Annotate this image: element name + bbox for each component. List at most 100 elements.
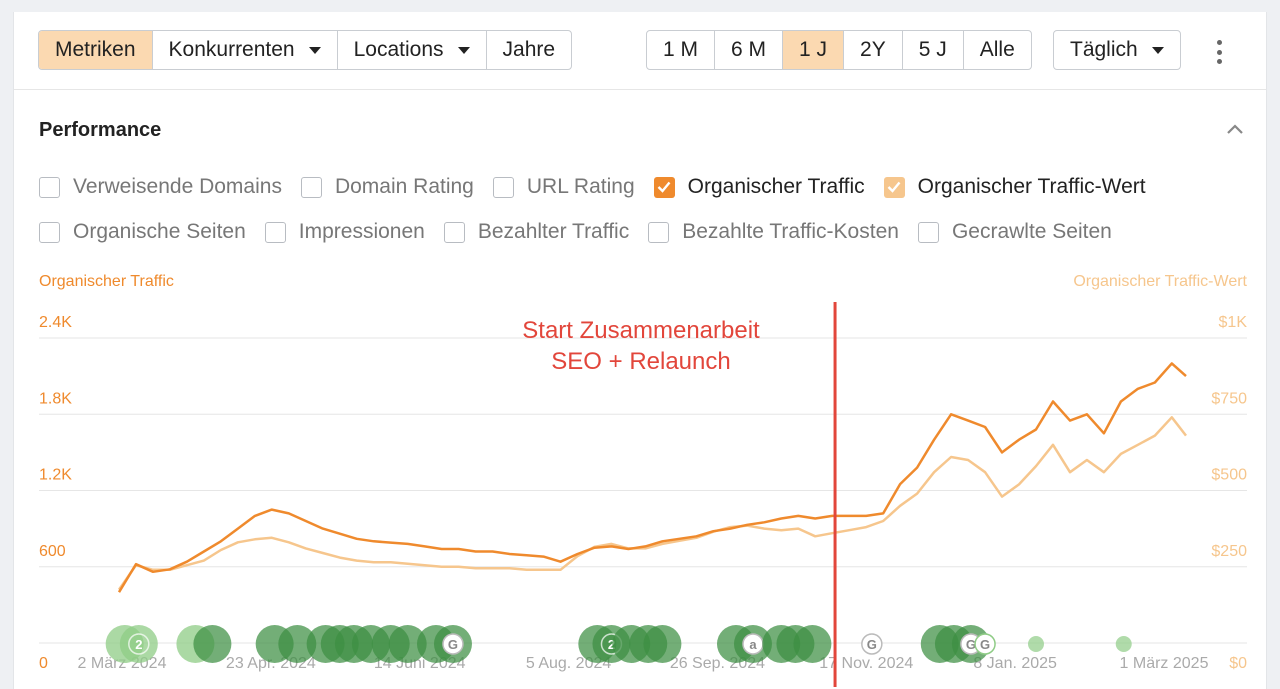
range-2y[interactable]: 2Y — [844, 31, 903, 69]
event-marker — [278, 625, 317, 663]
metric-label: Domain Rating — [334, 175, 474, 198]
event-marker — [388, 625, 427, 663]
annotation-line-1: Start Zusammenarbeit — [522, 317, 760, 344]
range-6m[interactable]: 6 M — [715, 31, 784, 69]
metric-url-rating[interactable]: URL Rating — [492, 175, 635, 199]
event-marker — [119, 625, 158, 663]
tab-metriken[interactable]: Metriken — [39, 31, 153, 69]
metrics-row-1: Verweisende Domains Domain Rating URL Ra… — [39, 175, 1165, 199]
more-options-icon[interactable] — [1214, 40, 1224, 64]
metric-label: Organischer Traffic-Wert — [917, 175, 1146, 198]
metrics-row-2: Organische Seiten Impressionen Bezahlter… — [39, 220, 1131, 244]
event-marker-label: G — [980, 637, 990, 652]
metric-label: Verweisende Domains — [73, 175, 282, 198]
range-label: 2Y — [860, 38, 886, 61]
range-selector: 1 M 6 M 1 J 2Y 5 J Alle — [646, 30, 1032, 70]
x-tick-label: 8 Jan. 2025 — [973, 655, 1057, 672]
series-line-organischer-traffic — [117, 362, 1187, 593]
checkbox[interactable] — [39, 221, 60, 243]
range-label: 1 M — [663, 38, 699, 61]
right-axis-title: Organischer Traffic-Wert — [1073, 273, 1247, 290]
event-marker-label: G — [867, 637, 877, 652]
event-marker — [793, 625, 832, 663]
metric-bezahlte-traffic-kosten[interactable]: Bezahlte Traffic-Kosten — [648, 220, 899, 244]
y-tick-label-right: $1K — [1219, 314, 1248, 331]
metric-label: URL Rating — [526, 175, 635, 198]
metric-organische-seiten[interactable]: Organische Seiten — [39, 220, 246, 244]
y-tick-label-left: 600 — [39, 543, 66, 560]
section-title: Performance — [39, 119, 162, 141]
y-tick-label-left: 1.2K — [39, 467, 72, 484]
annotation-text: Start Zusammenarbeit SEO + Relaunch — [484, 315, 798, 377]
event-marker — [643, 625, 682, 663]
checkbox[interactable] — [492, 176, 514, 198]
event-marker-label: a — [749, 637, 757, 652]
performance-card: Metriken Konkurrenten Locations Jahre 1 … — [13, 12, 1267, 689]
metric-label: Bezahlter Traffic — [477, 220, 630, 243]
metric-verweisende-domains[interactable]: Verweisende Domains — [39, 175, 282, 199]
left-axis-title: Organischer Traffic — [39, 273, 174, 290]
range-5j[interactable]: 5 J — [903, 31, 964, 69]
series-line-organischer-traffic-wert — [117, 416, 1187, 591]
checkmark-icon — [657, 181, 671, 193]
annotation-line-2: SEO + Relaunch — [551, 348, 731, 375]
view-tabs: Metriken Konkurrenten Locations Jahre — [38, 30, 573, 70]
checkbox[interactable] — [917, 221, 939, 243]
checkbox-checked[interactable] — [883, 176, 905, 198]
caret-down-icon — [457, 46, 470, 54]
tab-label: Locations — [353, 38, 444, 61]
tab-jahre[interactable]: Jahre — [487, 31, 572, 69]
range-1j[interactable]: 1 J — [783, 31, 845, 69]
x-tick-label: 1 März 2025 — [1120, 655, 1209, 672]
caret-down-icon — [1151, 46, 1164, 54]
checkbox[interactable] — [443, 221, 465, 243]
metric-domain-rating[interactable]: Domain Rating — [300, 175, 474, 199]
interval-dropdown[interactable]: Täglich — [1053, 30, 1181, 70]
metric-bezahlter-traffic[interactable]: Bezahlter Traffic — [443, 220, 630, 244]
checkbox[interactable] — [264, 221, 286, 243]
interval-label: Täglich — [1070, 38, 1138, 61]
checkbox[interactable] — [648, 221, 670, 243]
metric-organischer-traffic-wert[interactable]: Organischer Traffic-Wert — [883, 175, 1146, 199]
y-tick-label-left: 2.4K — [39, 314, 72, 331]
tab-locations[interactable]: Locations — [338, 31, 487, 69]
event-marker-badge — [974, 633, 996, 655]
range-1m[interactable]: 1 M — [647, 31, 716, 69]
tab-label: Jahre — [502, 38, 556, 61]
checkbox-checked[interactable] — [653, 176, 675, 198]
metric-label: Impressionen — [298, 220, 425, 243]
range-alle[interactable]: Alle — [964, 31, 1031, 69]
metric-gecrawlte-seiten[interactable]: Gecrawlte Seiten — [917, 220, 1112, 244]
event-marker-badge — [442, 633, 464, 655]
y-tick-label-left: 1.8K — [39, 390, 72, 407]
tab-konkurrenten[interactable]: Konkurrenten — [153, 31, 338, 69]
range-label: 6 M — [731, 38, 767, 61]
x-tick-label: 17 Nov. 2024 — [819, 655, 913, 672]
event-marker-label: G — [448, 637, 458, 652]
event-marker-label: 2 — [135, 637, 142, 652]
metric-label: Bezahlte Traffic-Kosten — [682, 220, 899, 243]
event-marker-label: G — [966, 637, 976, 652]
event-marker — [193, 625, 232, 663]
event-marker — [1027, 636, 1044, 652]
y-tick-label-left: 0 — [39, 655, 48, 672]
event-marker-badge — [861, 633, 883, 655]
checkbox[interactable] — [300, 176, 322, 198]
interval-button[interactable]: Täglich — [1054, 31, 1180, 69]
metric-label: Gecrawlte Seiten — [951, 220, 1112, 243]
checkmark-icon — [887, 181, 901, 193]
metric-organischer-traffic[interactable]: Organischer Traffic — [653, 175, 865, 199]
toolbar: Metriken Konkurrenten Locations Jahre 1 … — [14, 12, 1266, 90]
metric-impressionen[interactable]: Impressionen — [264, 220, 425, 244]
y-tick-label-right: $0 — [1229, 655, 1247, 672]
tab-label: Konkurrenten — [168, 38, 295, 61]
y-tick-label-right: $750 — [1211, 390, 1247, 407]
range-label: Alle — [979, 38, 1015, 61]
metric-label: Organische Seiten — [73, 220, 246, 243]
chevron-up-icon[interactable] — [1226, 120, 1244, 138]
checkbox[interactable] — [39, 176, 60, 198]
event-marker-badge — [128, 633, 150, 655]
metric-label: Organischer Traffic — [687, 175, 865, 198]
event-marker — [1115, 636, 1132, 652]
